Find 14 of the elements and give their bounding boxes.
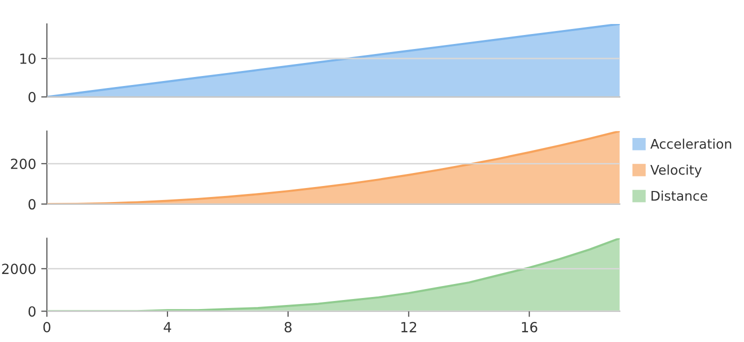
x-tick-label: 12: [401, 322, 416, 332]
y-tick-label: 0: [28, 199, 36, 210]
y-tick-label: 0: [28, 92, 36, 102]
y-tick-label: 0: [28, 306, 36, 317]
x-tick-label: 4: [164, 322, 172, 332]
y-tick-label: 200: [10, 158, 36, 170]
y-tick-label: 10: [20, 53, 36, 64]
legend-label: Distance: [652, 190, 708, 201]
legend-label: Velocity: [650, 164, 702, 178]
x-tick-label: 16: [522, 322, 538, 332]
x-tick-label: 8: [284, 322, 292, 332]
x-tick-label: 0: [43, 322, 50, 332]
y-tick-label: 2000: [2, 264, 36, 274]
legend-label: Acceleration: [650, 138, 732, 149]
